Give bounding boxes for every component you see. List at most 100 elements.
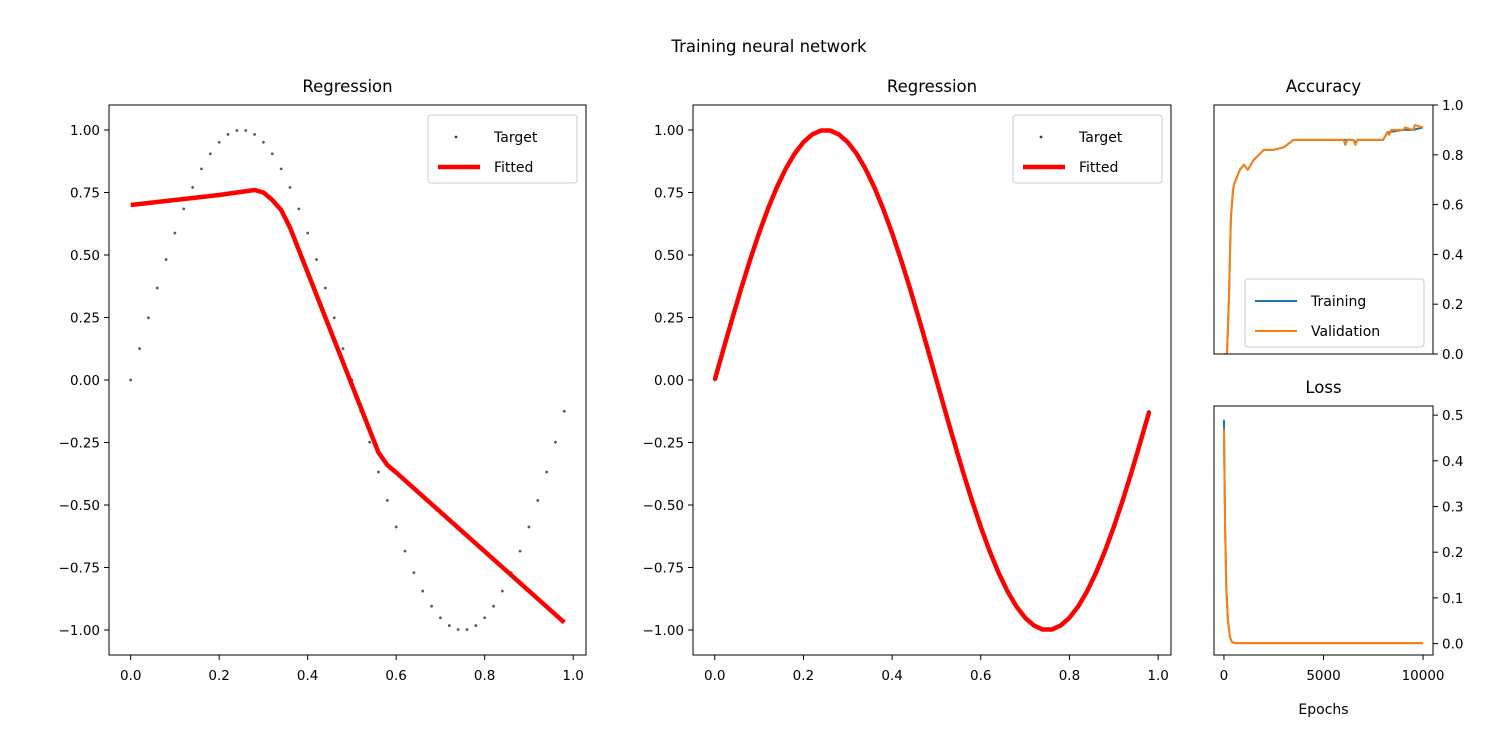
target-point [545,470,549,474]
target-point [323,286,327,290]
legend-label-training: Training [1310,294,1366,310]
x-tick-label: 0.4 [297,668,318,684]
y-tick-label: −0.25 [59,436,100,452]
y-tick-label: 0.5 [1442,408,1463,424]
target-point [315,258,318,261]
y-tick-label: −0.25 [643,436,684,452]
series-validation-line [1223,123,1424,354]
x-tick-label: 0.0 [704,668,725,684]
target-point [536,499,540,502]
y-tick-label: 1.00 [654,123,684,139]
target-point [465,628,469,631]
x-tick-label: 0.2 [208,668,229,684]
target-point [288,185,292,189]
target-point [421,589,425,593]
target-point [253,133,256,136]
target-point [182,207,186,211]
y-tick-label: 0.4 [1442,454,1463,470]
series-fitted-line [712,128,1152,632]
figure-title: Training neural network [670,37,867,56]
target-point [377,470,380,474]
y-tick-label: 0.50 [70,248,100,264]
y-tick-label: 0.25 [654,311,684,327]
panel-title: Regression [302,77,392,96]
y-tick-label: 0.6 [1442,198,1463,214]
panel-reg1: Regression 0.0 0.2 0.4 0.6 0.8 1.0 1.00 0.75 0.50… [59,77,587,684]
target-point [200,167,203,171]
target-point [456,628,460,631]
legend-label-validation: Validation [1311,324,1380,340]
target-point [518,549,522,553]
legend: Target Fitted [427,114,578,184]
target-point [403,549,407,553]
target-point [155,286,159,290]
x-tick-label: 1.0 [562,668,583,684]
y-tick-label: 0.4 [1442,247,1463,263]
y-tick-label: 0.00 [654,373,684,389]
target-point [297,207,301,211]
y-tick-label: 0.0 [1442,347,1463,363]
x-tick-label: 0.4 [881,668,902,684]
x-tick-label: 0.8 [474,668,495,684]
target-point [394,525,398,529]
target-point [208,152,212,156]
panel-loss: Loss 0 5000 10000 0.0 0.1 0.2 0.3 0.4 0.5 Epochs [1213,378,1463,718]
target-point [191,185,195,189]
target-point [173,231,177,235]
y-tick-label: 0.0 [1442,637,1463,653]
y-tick-label: 0.2 [1442,545,1463,561]
target-point [217,140,221,144]
x-axis-label: Epochs [1298,702,1348,718]
target-point [279,167,283,171]
panel-title: Loss [1305,378,1341,397]
target-point [332,316,336,320]
series-validation-line [1222,428,1424,645]
y-tick-label: 0.75 [654,186,684,202]
y-tick-label: −0.50 [643,498,684,514]
x-tick-label: 0.2 [793,668,814,684]
target-point [412,571,416,575]
target-point [235,129,239,132]
target-point [270,152,274,156]
target-point [385,499,389,502]
target-point [146,316,150,320]
legend-marker-target [1039,135,1043,139]
x-tick-label: 0.8 [1059,668,1080,684]
legend-label-fitted: Fitted [1079,160,1118,176]
target-point [129,378,133,382]
panel-reg2: Regression 0.0 0.2 0.4 0.6 0.8 1.0 1.00 0.75 0.50… [643,77,1172,684]
legend-marker-target [454,135,458,139]
target-point [483,616,487,620]
target-point [527,525,531,529]
target-point [554,440,557,444]
x-tick-label: 0 [1220,668,1229,684]
target-point [368,440,372,444]
y-tick-label: 0.75 [70,186,100,202]
series-fitted-line [130,187,566,625]
target-point [492,604,495,608]
legend-label-target: Target [493,130,538,146]
plot-area [1222,419,1424,645]
y-tick-label: −0.75 [643,561,684,577]
legend: Training Validation [1244,278,1425,348]
panel-title: Accuracy [1286,77,1362,96]
x-tick-label: 0.6 [385,668,406,684]
x-tick-label: 10000 [1402,668,1445,684]
target-point [562,409,566,413]
y-tick-label: 0.25 [70,311,100,327]
x-tick-label: 1.0 [1147,668,1168,684]
plot-area [129,129,566,631]
y-tick-label: 0.3 [1442,500,1463,516]
y-tick-label: 1.0 [1442,98,1463,114]
plot-area [712,128,1152,632]
x-tick-label: 5000 [1306,668,1340,684]
legend-label-fitted: Fitted [494,160,533,176]
target-point [244,129,248,132]
plot-area [1223,123,1424,354]
target-point [164,258,168,261]
target-point [500,589,504,593]
x-tick-label: 0.0 [120,668,141,684]
